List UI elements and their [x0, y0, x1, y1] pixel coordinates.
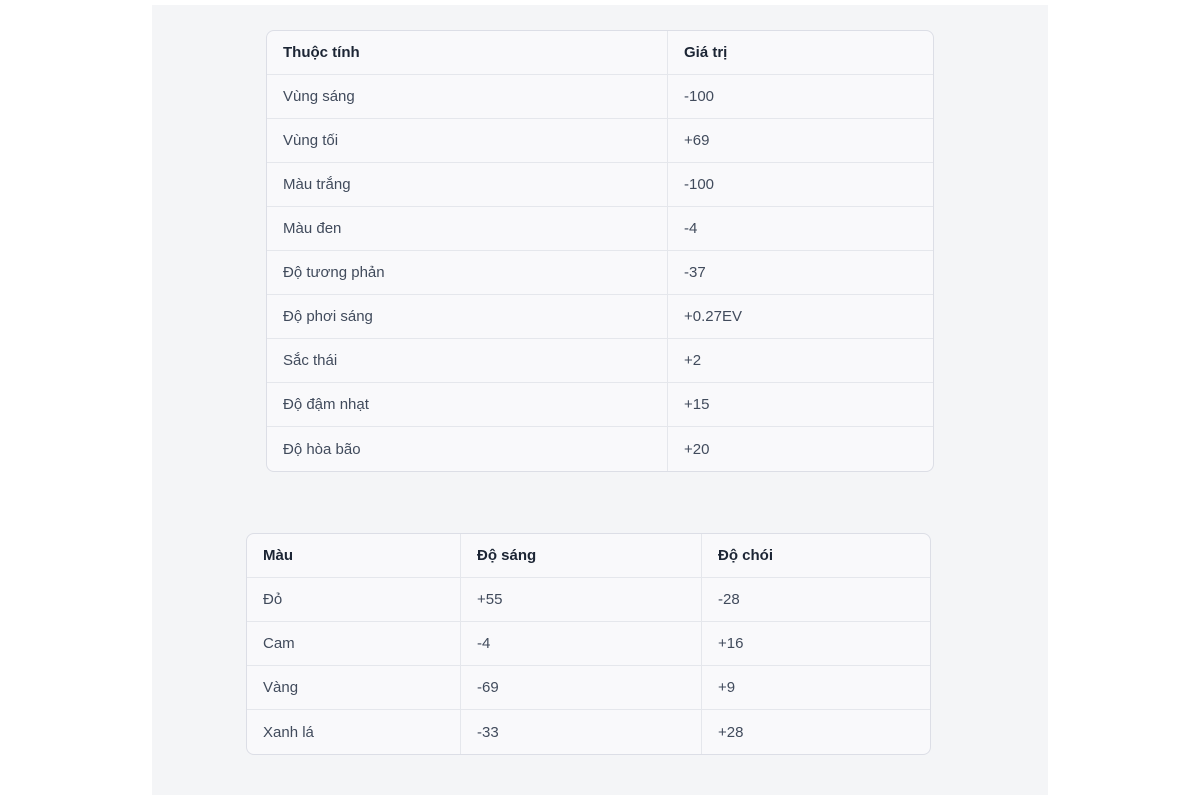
table-cell: -4: [668, 207, 933, 251]
colors-table-header: Màu Độ sáng Độ chói: [247, 534, 930, 578]
table-cell: Độ tương phản: [267, 251, 668, 295]
table-row: Vùng sáng -100: [267, 75, 933, 119]
content-area: Thuộc tính Giá trị Vùng sáng -100 Vùng tối +…: [152, 5, 1048, 795]
table-row: Đỏ +55 -28: [247, 578, 930, 622]
table-cell: Độ hòa bão: [267, 427, 668, 471]
table-row: Vùng tối +69: [267, 119, 933, 163]
table-cell: -69: [461, 666, 702, 710]
colors-table: Màu Độ sáng Độ chói Đỏ +55 -28 Cam -4 +16 Vàng -6…: [247, 534, 930, 754]
table-row: Xanh lá -33 +28: [247, 710, 930, 754]
colors-table-card: Màu Độ sáng Độ chói Đỏ +55 -28 Cam -4 +16 Vàng -6…: [246, 533, 931, 755]
header-row: Màu Độ sáng Độ chói: [247, 534, 930, 578]
table-row: Độ phơi sáng +0.27EV: [267, 295, 933, 339]
table-cell: +2: [668, 339, 933, 383]
attributes-table-header: Thuộc tính Giá trị: [267, 31, 933, 75]
table-row: Cam -4 +16: [247, 622, 930, 666]
table-row: Sắc thái +2: [267, 339, 933, 383]
table-cell: +28: [718, 723, 744, 741]
table-cell: -4: [461, 622, 702, 666]
table-cell: Màu trắng: [267, 163, 668, 207]
table-cell: Xanh lá: [247, 710, 461, 754]
table-cell: -28: [702, 578, 930, 622]
colors-table-body: Đỏ +55 -28 Cam -4 +16 Vàng -69 +9 Xanh lá -33 +28: [247, 578, 930, 754]
attributes-table-card: Thuộc tính Giá trị Vùng sáng -100 Vùng tối +…: [266, 30, 934, 472]
table-cell: +9: [702, 666, 930, 710]
table-cell: -33: [461, 710, 702, 754]
attributes-table-body: Vùng sáng -100 Vùng tối +69 Màu trắng -100 Màu…: [267, 75, 933, 471]
attributes-table: Thuộc tính Giá trị Vùng sáng -100 Vùng tối +…: [267, 31, 933, 471]
table-row: Màu trắng -100: [267, 163, 933, 207]
column-header: Màu: [247, 534, 461, 578]
column-header: Độ sáng: [461, 534, 702, 578]
table-cell: +15: [668, 383, 933, 427]
table-row: Màu đen -4: [267, 207, 933, 251]
table-cell: Độ phơi sáng: [267, 295, 668, 339]
table-row: Độ tương phản -37: [267, 251, 933, 295]
table-cell: Màu đen: [267, 207, 668, 251]
table-cell: +0.27EV: [668, 295, 933, 339]
table-cell: +20: [684, 440, 710, 458]
table-cell: Vùng tối: [267, 119, 668, 163]
table-cell: Cam: [247, 622, 461, 666]
table-cell: Vùng sáng: [267, 75, 668, 119]
table-cell: -100: [668, 75, 933, 119]
table-cell: Vàng: [247, 666, 461, 710]
table-cell: Đỏ: [247, 578, 461, 622]
table-row: Độ hòa bão +20: [267, 427, 933, 471]
table-cell: +16: [702, 622, 930, 666]
table-row: Độ đậm nhạt +15: [267, 383, 933, 427]
column-header: Độ chói: [702, 534, 930, 578]
table-cell: +55: [461, 578, 702, 622]
table-cell: Độ đậm nhạt: [267, 383, 668, 427]
header-row: Thuộc tính Giá trị: [267, 31, 933, 75]
table-cell: +69: [668, 119, 933, 163]
column-header: Giá trị: [668, 31, 933, 75]
table-row: Vàng -69 +9: [247, 666, 930, 710]
table-cell: Sắc thái: [267, 339, 668, 383]
table-cell: -100: [668, 163, 933, 207]
table-cell: -37: [668, 251, 933, 295]
column-header: Thuộc tính: [267, 31, 668, 75]
